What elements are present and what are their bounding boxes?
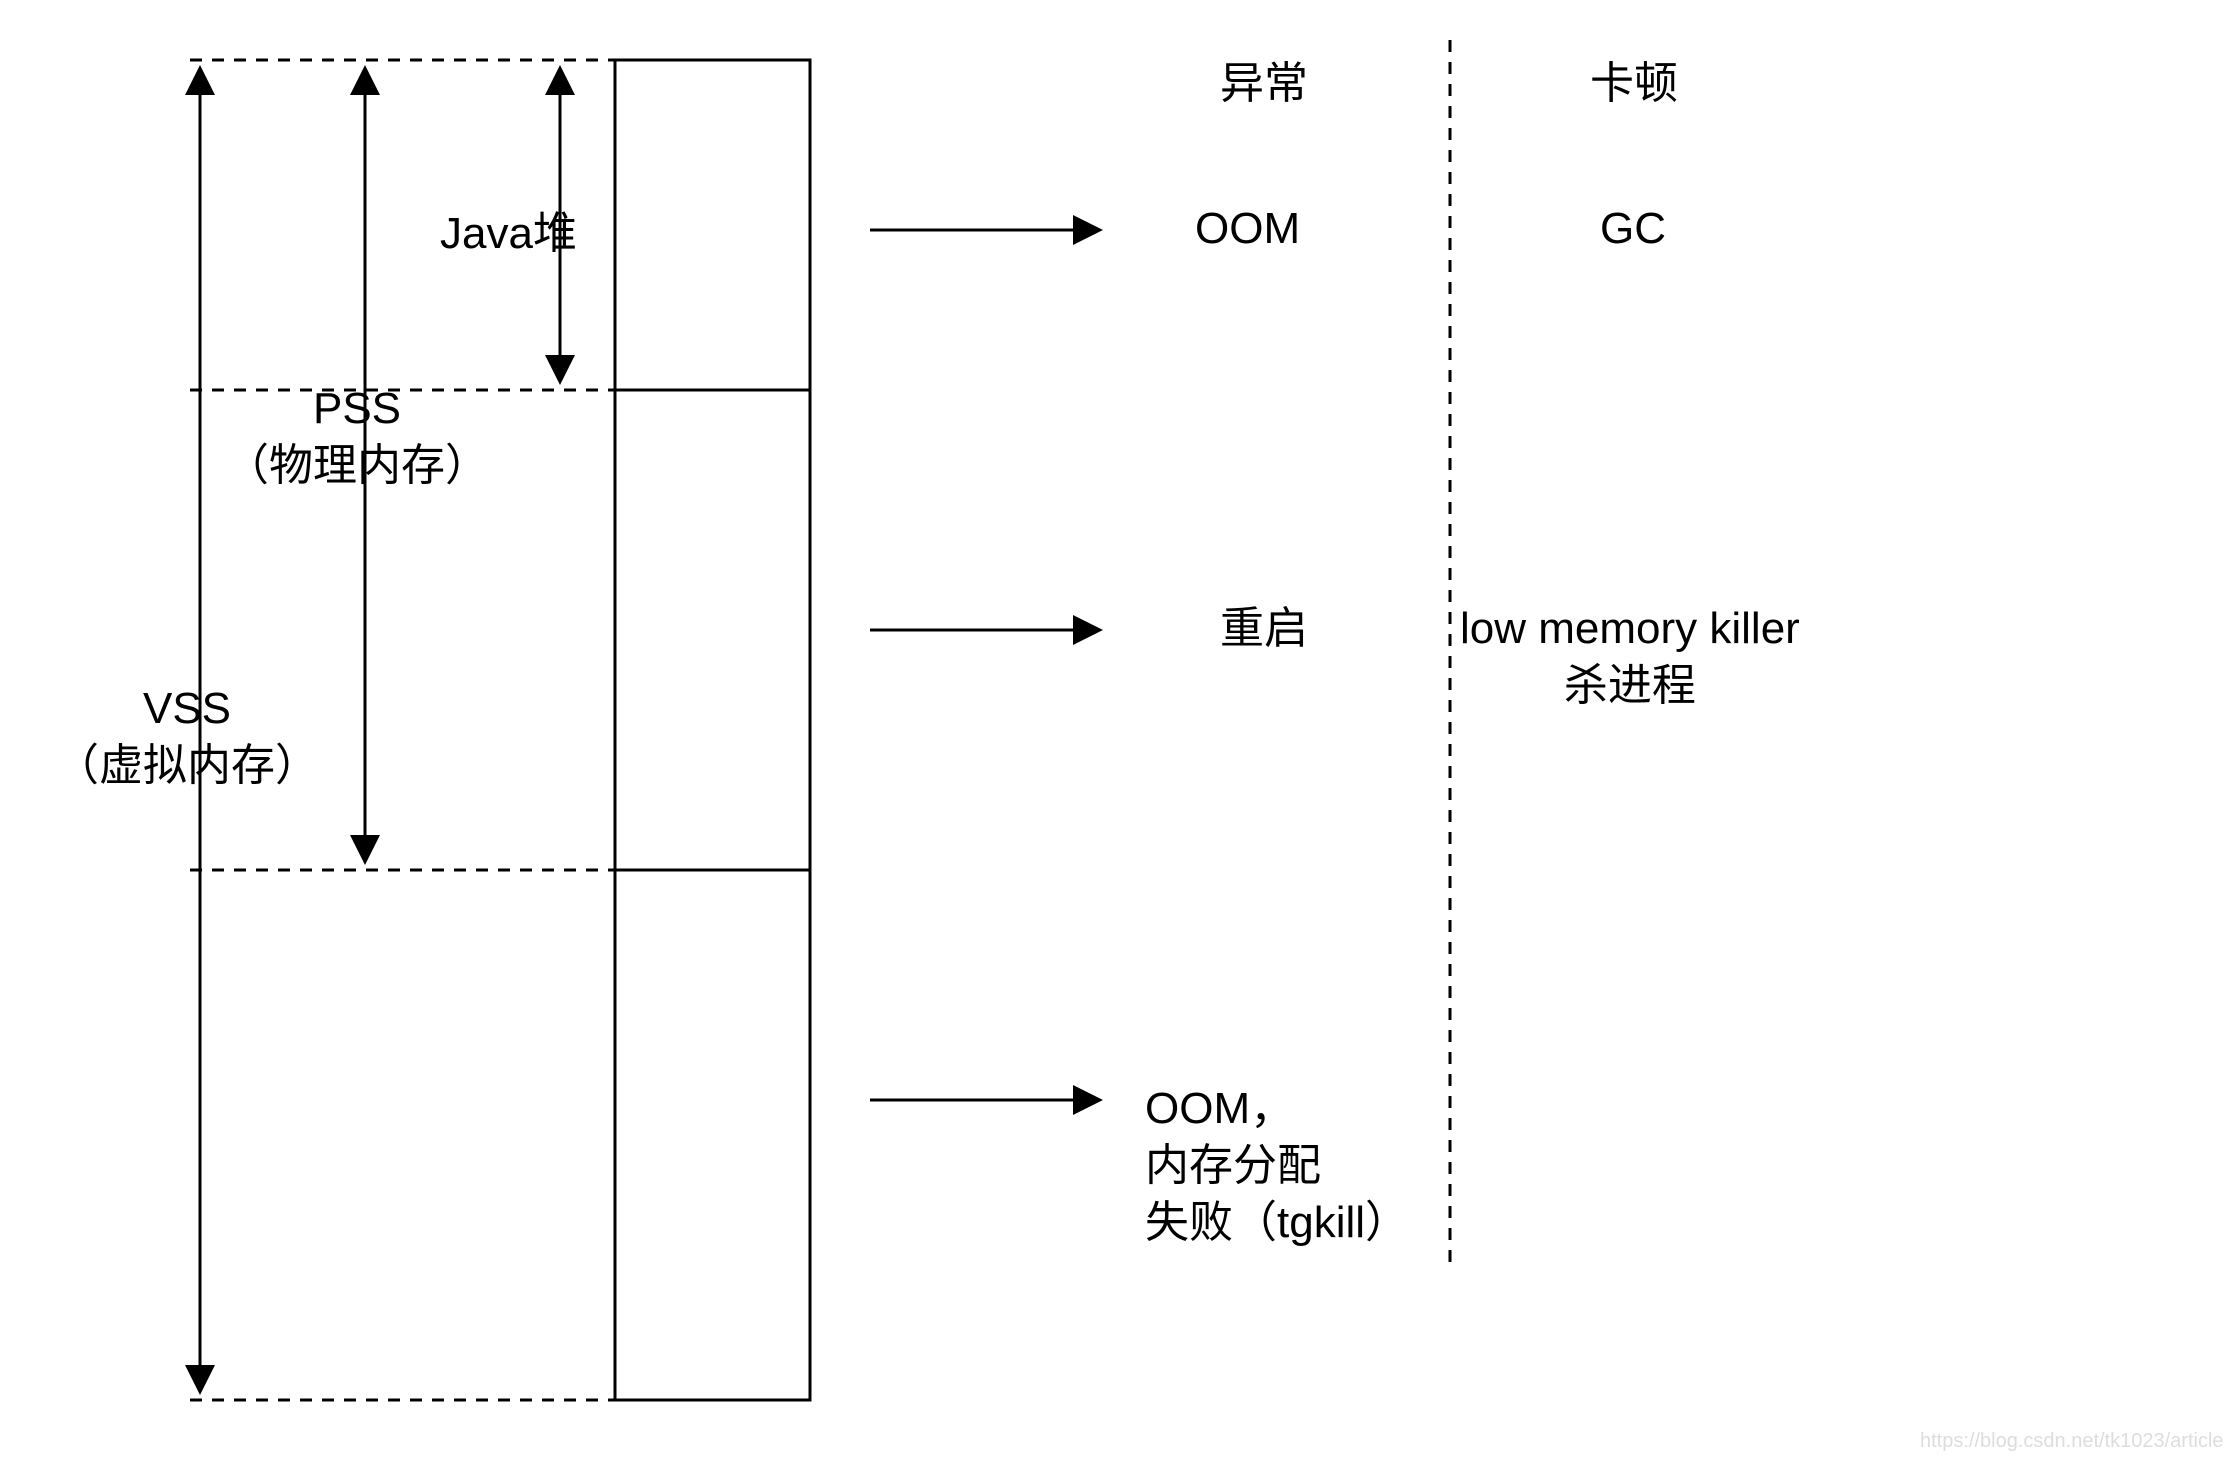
label-vss: VSS （虚拟内存） <box>55 680 319 794</box>
watermark: https://blog.csdn.net/tk1023/article <box>1920 1430 2224 1453</box>
label-pss: PSS （物理内存） <box>225 380 489 494</box>
diagram-canvas: Java堆 PSS （物理内存） VSS （虚拟内存） 异常 卡顿 OOM GC… <box>0 0 2240 1460</box>
row1-jank: low memory killer 杀进程 <box>1460 600 1800 714</box>
row0-exception: OOM <box>1195 200 1300 257</box>
label-java-heap: Java堆 <box>440 205 577 262</box>
diagram-svg <box>0 0 2240 1460</box>
header-exception: 异常 <box>1220 55 1308 112</box>
header-jank: 卡顿 <box>1590 55 1678 112</box>
row1-exception: 重启 <box>1220 600 1308 657</box>
row2-exception: OOM， 内存分配 失败（tgkill） <box>1145 1080 1409 1252</box>
row0-jank: GC <box>1600 200 1666 257</box>
